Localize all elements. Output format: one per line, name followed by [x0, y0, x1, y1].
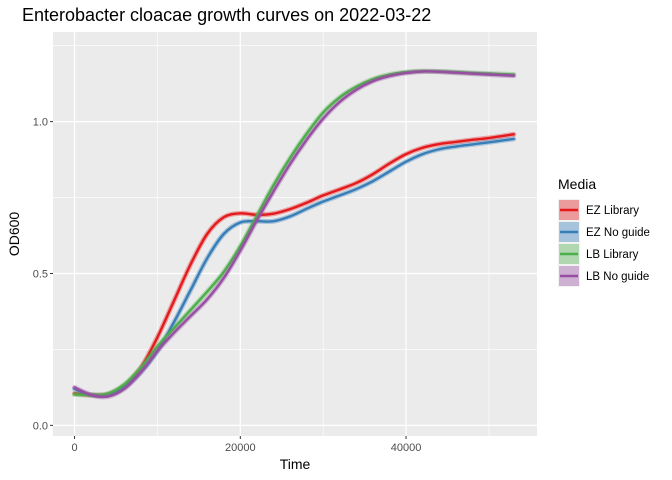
legend-title: Media [558, 176, 596, 192]
legend-label-ez-library: EZ Library [586, 205, 639, 217]
legend-label-lb-library: LB Library [586, 249, 639, 261]
plot-panel [53, 32, 537, 436]
x-tick-label: 40000 [391, 442, 422, 454]
legend-label-lb-no-guide: LB No guide [586, 271, 649, 283]
x-axis-ticks: 0 20000 40000 [71, 436, 421, 454]
y-tick-label: 0.5 [33, 268, 48, 280]
major-gridlines [53, 32, 537, 436]
y-tick-label: 0.0 [33, 420, 48, 432]
legend-label-ez-no-guide: EZ No guide [586, 227, 650, 239]
chart-title: Enterobacter cloacae growth curves on 20… [22, 5, 431, 25]
x-tick-label: 0 [71, 442, 77, 454]
x-tick-label: 20000 [225, 442, 256, 454]
legend: Media EZ Library EZ No guide LB Library LB … [558, 176, 650, 287]
y-axis-title: OD600 [6, 212, 22, 257]
y-tick-label: 1.0 [33, 117, 48, 129]
minor-gridlines [53, 32, 537, 436]
y-axis-ticks: 0.0 0.5 1.0 [33, 117, 53, 432]
series-line-lb-no-guide [73, 70, 515, 399]
x-axis-title: Time [280, 456, 311, 472]
series-layer [72, 68, 517, 400]
